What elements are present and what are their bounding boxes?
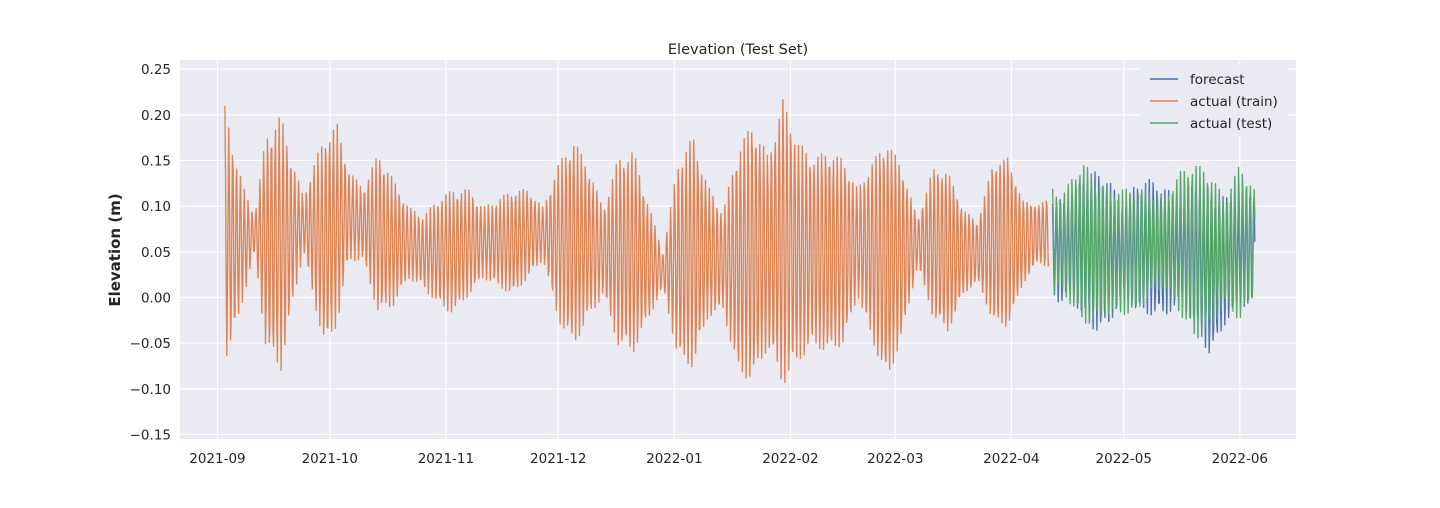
x-tick-label: 2021-11 [418,451,474,467]
series-line [224,99,1050,384]
legend-box [1140,66,1288,136]
x-tick-label: 2021-09 [189,451,245,467]
y-tick-label: 0.25 [141,62,171,78]
x-tick-label: 2021-12 [530,451,586,467]
x-tick-label: 2021-10 [302,451,358,467]
series-line [1051,165,1256,339]
y-tick-label: −0.10 [130,382,171,398]
legend-label: forecast [1190,72,1245,88]
y-tick-label: −0.05 [130,336,171,352]
x-tick-label: 2022-06 [1212,451,1268,467]
y-axis-label: Elevation (m) [106,193,124,306]
y-tick-label: 0.10 [141,199,171,215]
y-tick-label: 0.15 [141,153,171,169]
legend-label: actual (test) [1190,116,1272,132]
x-tick-label: 2022-03 [867,451,923,467]
series-layer [224,99,1256,384]
x-tick-label: 2022-01 [646,451,702,467]
legend: forecast actual (train) actual (test) [1140,66,1288,136]
y-tick-label: 0.05 [141,245,171,261]
chart-title: Elevation (Test Set) [668,42,808,58]
y-tick-label: −0.15 [130,427,171,443]
legend-label: actual (train) [1190,94,1278,110]
y-tick-labels: 0.25 0.20 0.15 0.10 0.05 0.00 −0.05 −0.10 −0.15 [130,62,171,443]
y-tick-label: 0.20 [141,108,171,124]
x-tick-label: 2022-04 [983,451,1039,467]
x-tick-label: 2022-05 [1096,451,1152,467]
x-tick-label: 2022-02 [762,451,818,467]
y-tick-label: 0.00 [141,290,171,306]
x-tick-labels: 2021-09 2021-10 2021-11 2021-12 2022-01 2022-… [189,451,1268,467]
